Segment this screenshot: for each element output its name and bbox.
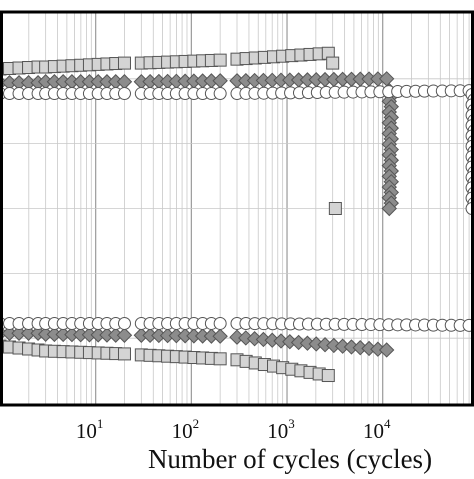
square-point <box>328 202 342 215</box>
diamond-point <box>116 327 133 343</box>
square-point <box>213 352 227 366</box>
diamond-point <box>378 342 395 358</box>
plot-frame <box>0 10 474 407</box>
circle-point <box>117 316 131 330</box>
diamond-point <box>381 200 397 217</box>
x-tick-labels: 101 102 103 104 <box>76 416 391 443</box>
x-tick-label: 103 <box>267 416 295 443</box>
square-point <box>213 53 227 67</box>
circle-point <box>213 87 227 101</box>
x-tick-label: 104 <box>363 416 391 443</box>
diamond-point <box>116 74 133 90</box>
x-axis-title: Number of cycles (cycles) <box>148 444 432 474</box>
circle-point <box>117 87 131 101</box>
square-point <box>117 347 131 361</box>
x-tick-label: 102 <box>172 416 200 443</box>
square-point <box>321 369 335 383</box>
diamond-point <box>212 328 228 344</box>
circle-point <box>213 316 227 330</box>
diamond-point <box>212 73 228 89</box>
data-marks <box>0 46 474 383</box>
x-tick-label: 101 <box>76 416 104 443</box>
square-point <box>326 56 340 70</box>
square-point <box>117 56 131 70</box>
diamond-point <box>378 71 395 87</box>
